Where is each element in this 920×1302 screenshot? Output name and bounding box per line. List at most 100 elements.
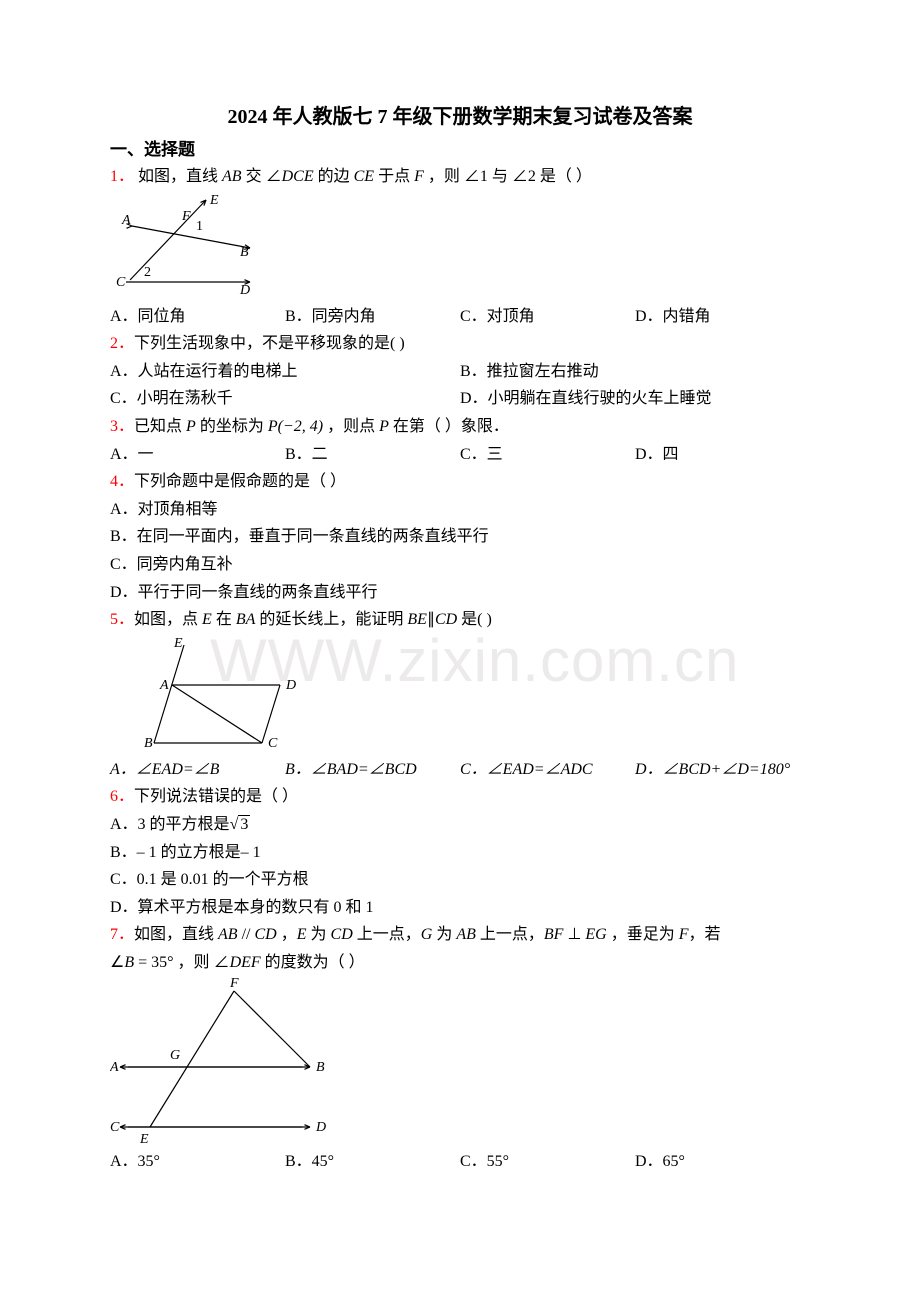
- q5-par: ∥: [427, 611, 435, 628]
- q7-line2: ∠B = 35° ，则 ∠DEF 的度数为（ ）: [110, 950, 810, 976]
- q6-text: 下列说法错误的是（ ）: [134, 788, 298, 805]
- svg-text:C: C: [110, 1120, 120, 1135]
- doc-title: 2024 年人教版七 7 年级下册数学期末复习试卷及答案: [110, 100, 810, 129]
- q2-num: 2．: [110, 335, 134, 352]
- q7-opt-c: C．55°: [460, 1149, 635, 1175]
- q5-opt-d: D．∠BCD+∠D=180°: [635, 757, 810, 783]
- q2-text: 下列生活现象中，不是平移现象的是( ): [134, 335, 405, 352]
- q3-opt-d: D．四: [635, 442, 810, 468]
- q1: 1． 如图，直线 AB 交 ∠DCE 的边 CE 于点 F ，则 ∠1 与 ∠2…: [110, 164, 810, 190]
- q6: 6．下列说法错误的是（ ）: [110, 784, 810, 810]
- q7-ti: ，若: [689, 926, 721, 943]
- q1-diagram: EAF1BC2D: [110, 192, 270, 302]
- q7-b: B: [124, 954, 134, 971]
- q2-options-1: A．人站在运行着的电梯上 B．推拉窗左右推动: [110, 359, 810, 385]
- q7-tc: ，: [277, 926, 297, 943]
- q5-tc: 的延长线上，能证明: [255, 611, 407, 628]
- q6-opt-b: B．– 1 的立方根是– 1: [110, 840, 810, 866]
- q4-opt-c: C．同旁内角互补: [110, 552, 810, 578]
- section-1-header: 一、选择题: [110, 135, 810, 160]
- q7-g: G: [421, 926, 433, 943]
- svg-text:C: C: [268, 736, 278, 751]
- q2-opt-b: B．推拉窗左右推动: [460, 359, 810, 385]
- q5-opt-c: C．∠EAD=∠ADC: [460, 757, 635, 783]
- q5-diagram: EADBC: [140, 635, 300, 755]
- svg-text:G: G: [170, 1048, 180, 1063]
- q1-num: 1．: [110, 168, 134, 185]
- q6-a-text: A．3 的平方根是: [110, 816, 230, 833]
- svg-text:E: E: [173, 636, 183, 651]
- q1-ab: AB: [222, 168, 242, 185]
- q7-f2: F: [679, 926, 689, 943]
- q7-def: DEF: [230, 954, 261, 971]
- q2-opt-d: D．小明躺在直线行驶的火车上睡觉: [460, 386, 810, 412]
- q3-p2: P: [379, 418, 389, 435]
- q7-tb: //: [238, 926, 255, 943]
- svg-text:C: C: [116, 275, 126, 290]
- q5-tb: 在: [212, 611, 236, 628]
- q7-ta: 如图，直线: [134, 926, 218, 943]
- q7-ang: ∠: [110, 954, 124, 971]
- svg-text:F: F: [229, 977, 239, 991]
- svg-text:A: A: [121, 213, 131, 228]
- q7-ab: AB: [218, 926, 238, 943]
- q5-opt-b: B．∠BAD=∠BCD: [285, 757, 460, 783]
- q7-tf: 为: [432, 926, 456, 943]
- q2-opt-a: A．人站在运行着的电梯上: [110, 359, 460, 385]
- q7-eg: EG: [585, 926, 606, 943]
- q3-td: 在第（ ）象限．: [389, 418, 509, 435]
- q1-ce: CE: [354, 168, 374, 185]
- q4-opt-d: D．平行于同一条直线的两条直线平行: [110, 580, 810, 606]
- q5-cd: CD: [435, 611, 457, 628]
- q1-t2: 交 ∠: [242, 168, 282, 185]
- q7-tj: 的度数为（ ）: [261, 954, 365, 971]
- q7-diagram: ABCDEGF: [110, 977, 330, 1147]
- q7-eq: = 35° ，则 ∠: [134, 954, 229, 971]
- q3-tb: 的坐标为: [196, 418, 268, 435]
- svg-text:A: A: [159, 678, 169, 693]
- svg-text:A: A: [110, 1060, 119, 1075]
- svg-text:E: E: [209, 193, 219, 208]
- q1-t4: 于点: [374, 168, 414, 185]
- q3: 3．已知点 P 的坐标为 P(−2, 4) ，则点 P 在第（ ）象限．: [110, 414, 810, 440]
- q5-be: BE: [407, 611, 427, 628]
- svg-text:D: D: [315, 1120, 326, 1135]
- q5-e: E: [202, 611, 212, 628]
- q2: 2．下列生活现象中，不是平移现象的是( ): [110, 331, 810, 357]
- q7-ab2: AB: [456, 926, 476, 943]
- q7-cd2: CD: [331, 926, 353, 943]
- q1-options: A．同位角 B．同旁内角 C．对顶角 D．内错角: [110, 304, 810, 330]
- q2-options-2: C．小明在荡秋千 D．小明躺在直线行驶的火车上睡觉: [110, 386, 810, 412]
- q7-e: E: [297, 926, 307, 943]
- q1-f: F: [414, 168, 424, 185]
- q7-bf: BF: [544, 926, 564, 943]
- q6-opt-d: D．算术平方根是本身的数只有 0 和 1: [110, 895, 810, 921]
- q7-perp: ⊥: [563, 926, 585, 943]
- q5: 5．如图，点 E 在 BA 的延长线上，能证明 BE∥CD 是( ): [110, 607, 810, 633]
- svg-text:B: B: [240, 245, 249, 260]
- q1-opt-b: B．同旁内角: [285, 304, 460, 330]
- q4-text: 下列命题中是假命题的是（ ）: [134, 473, 346, 490]
- q7-te: 上一点，: [353, 926, 421, 943]
- q7-cd: CD: [254, 926, 276, 943]
- svg-text:D: D: [239, 283, 250, 298]
- svg-text:F: F: [181, 209, 191, 224]
- q3-p1: P: [186, 418, 196, 435]
- q7: 7．如图，直线 AB // CD ，E 为 CD 上一点，G 为 AB 上一点，…: [110, 922, 810, 948]
- q7-opt-d: D．65°: [635, 1149, 810, 1175]
- q7-opt-a: A．35°: [110, 1149, 285, 1175]
- q7-num: 7．: [110, 926, 134, 943]
- q3-opt-b: B．二: [285, 442, 460, 468]
- q4-opt-b: B．在同一平面内，垂直于同一条直线的两条直线平行: [110, 524, 810, 550]
- q1-t: 如图，直线: [138, 168, 222, 185]
- q5-ta: 如图，点: [134, 611, 202, 628]
- q6-opt-c: C．0.1 是 0.01 的一个平方根: [110, 867, 810, 893]
- q7-options: A．35° B．45° C．55° D．65°: [110, 1149, 810, 1175]
- q7-opt-b: B．45°: [285, 1149, 460, 1175]
- q6-opt-a: A．3 的平方根是√3: [110, 812, 810, 838]
- q1-t3: 的边: [314, 168, 354, 185]
- svg-text:B: B: [144, 736, 153, 751]
- svg-text:B: B: [316, 1060, 325, 1075]
- q5-options: A．∠EAD=∠B B．∠BAD=∠BCD C．∠EAD=∠ADC D．∠BCD…: [110, 757, 810, 783]
- q3-opt-a: A．一: [110, 442, 285, 468]
